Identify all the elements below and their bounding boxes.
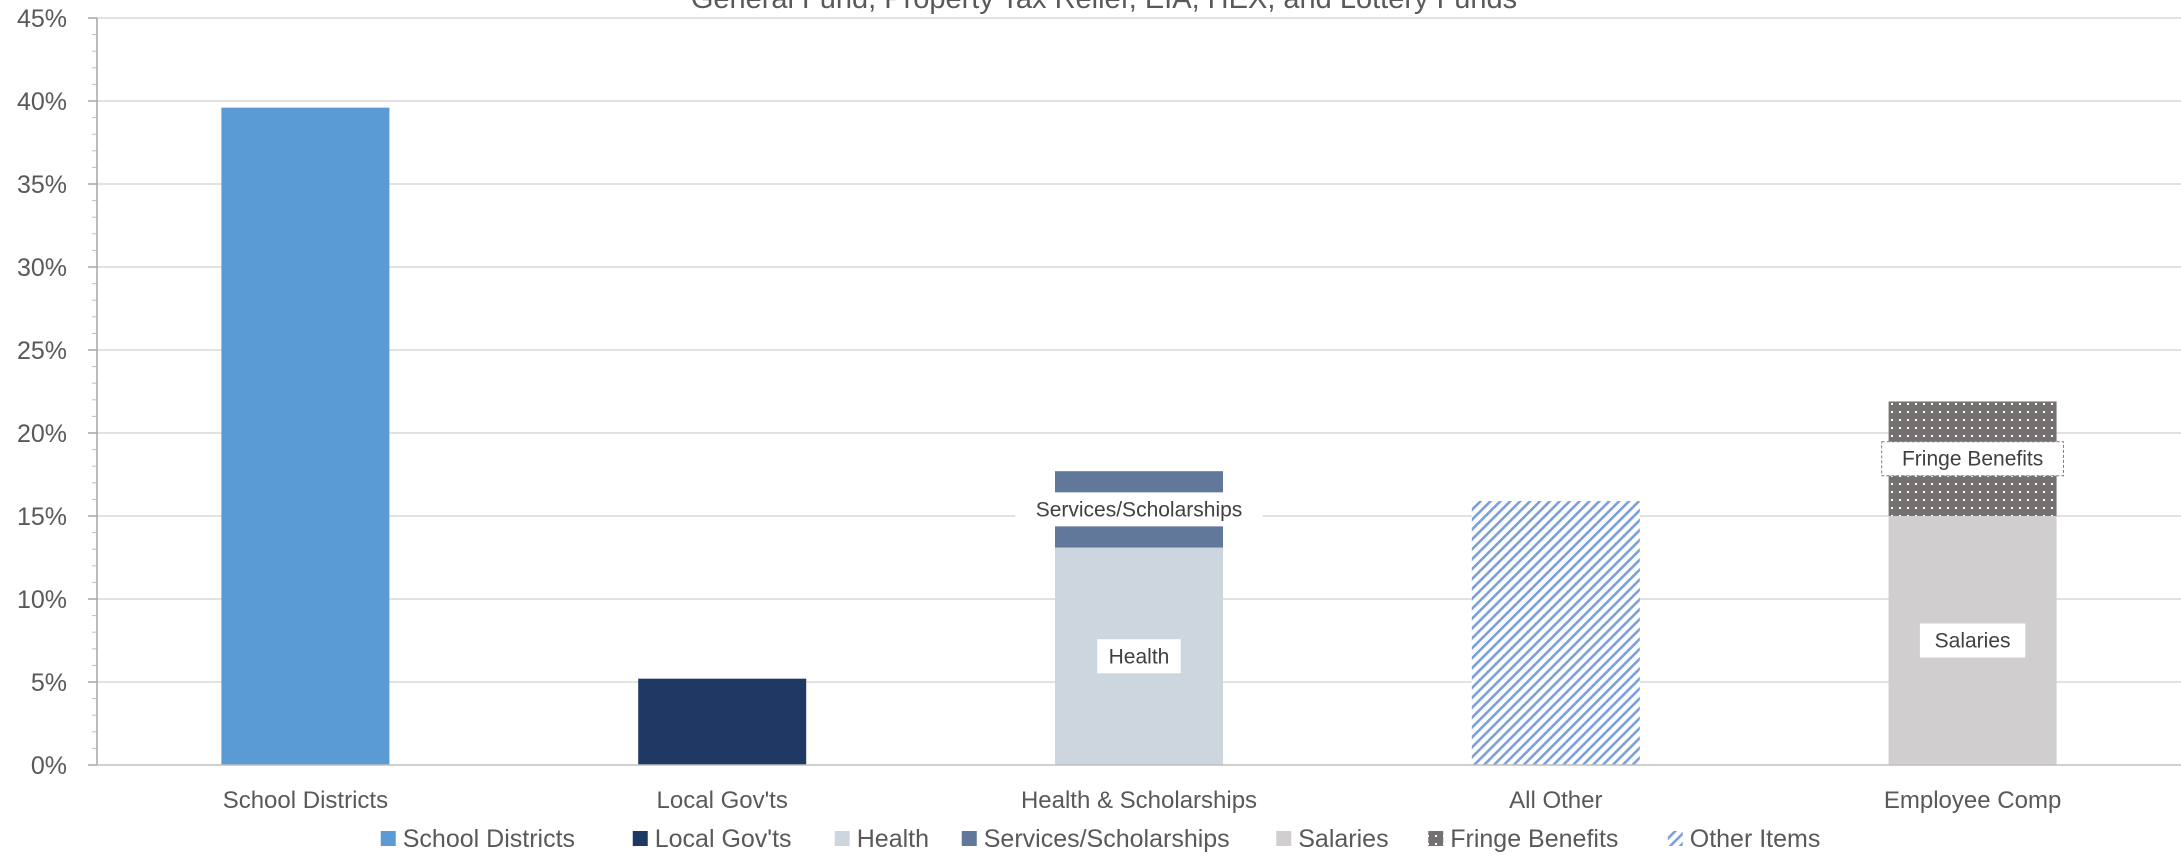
y-tick-label: 15% [17,503,67,531]
data-label: Health [1109,645,1170,668]
data-label: Services/Scholarships [1036,498,1243,521]
legend-label: Other Items [1690,825,1821,853]
y-tick-label: 25% [17,337,67,365]
y-tick-label: 35% [17,171,67,199]
legend-swatch [380,831,396,846]
x-tick-label: School Districts [223,787,388,814]
bar-segment [221,107,390,765]
y-tick-label: 0% [31,752,67,780]
data-labels: Health Services/Scholarships Salaries Fring… [1015,441,2064,674]
y-tick-label: 45% [17,5,67,33]
legend-label: School Districts [403,825,575,853]
y-tick-label: 20% [17,420,67,448]
legend-swatch [1667,831,1683,846]
legend-label: Salaries [1298,825,1388,853]
bar-segment [638,678,807,765]
bar-segment [1471,501,1640,765]
y-tick-label: 5% [31,669,67,697]
x-tick-label: Employee Comp [1884,787,2061,814]
legend-swatch [1276,831,1292,846]
gridlines [97,17,2181,683]
legend-swatch [834,831,850,846]
y-tick-label: 30% [17,254,67,282]
bars [221,107,2057,765]
legend-swatch [961,831,977,846]
data-label-box [1919,623,2026,658]
x-tick-label: Local Gov'ts [657,787,788,814]
y-tick-label: 10% [17,586,67,614]
legend-label: Health [857,825,929,853]
data-label-box [1097,639,1181,674]
legend-label: Services/Scholarships [984,825,1230,853]
data-label: Fringe Benefits [1902,448,2043,471]
legend-label: Fringe Benefits [1450,825,1618,853]
axes: 0% 5% 10% 15% 20% 25% 30% 35% 40% 45% School Distr… [17,5,2181,814]
data-label-box [1881,441,2064,477]
x-tick-label: Health & Scholarships [1021,787,1257,814]
x-tick-label: All Other [1509,787,1602,814]
data-label: Salaries [1935,630,2011,653]
y-tick-label: 40% [17,88,67,116]
legend-swatch [1428,831,1444,846]
data-label-box [1015,492,1263,527]
legend-swatch [632,831,648,846]
legend-label: Local Gov'ts [655,825,792,853]
chart-title: General Fund, Property Tax Relief, EIA, … [691,0,1517,15]
legend: School Districts Local Gov'ts Health Servic… [380,825,1821,853]
